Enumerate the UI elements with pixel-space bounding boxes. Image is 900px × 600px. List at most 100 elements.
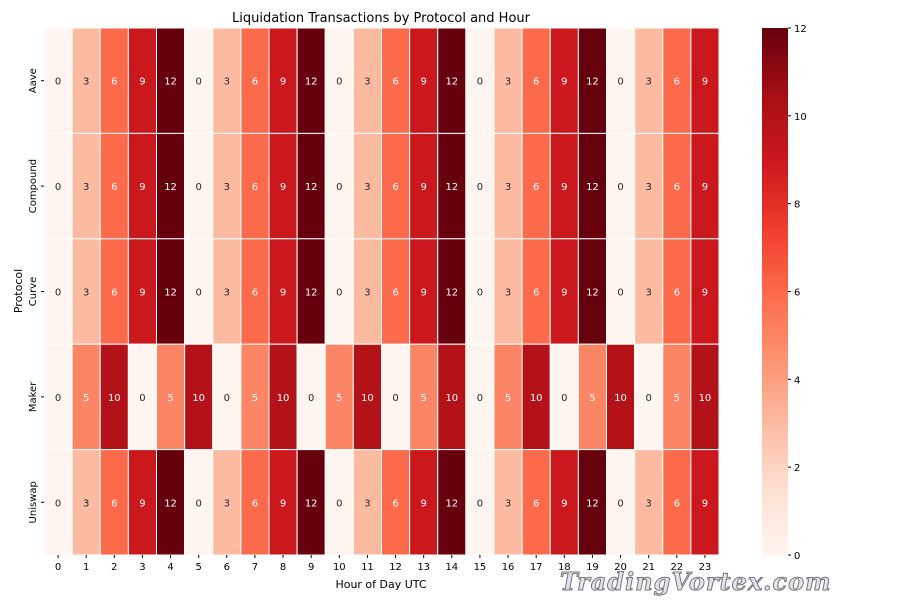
cell-label: 0 [477, 288, 483, 299]
cell-label: 3 [646, 182, 652, 193]
heatmap-cell [662, 27, 692, 134]
heatmap-cell [71, 449, 101, 556]
heatmap-cell [549, 27, 579, 134]
colorbar-segment [762, 502, 788, 509]
cell-label: 9 [702, 182, 708, 193]
x-tick-label: 21 [642, 562, 655, 573]
cell-label: 0 [617, 288, 623, 299]
y-tick-label: Uniswap [28, 481, 39, 523]
x-tick-label: 16 [502, 562, 515, 573]
colorbar-segment [762, 149, 788, 155]
cell-label: 12 [164, 77, 177, 88]
colorbar-segment [762, 370, 788, 377]
cell-label: 5 [336, 393, 342, 404]
cell-label: 3 [364, 182, 370, 193]
x-tick-label: 3 [139, 562, 145, 573]
heatmap-cell [352, 27, 382, 134]
heatmap-cell [324, 343, 354, 451]
cell-label: 5 [252, 393, 258, 404]
cell-label: 6 [111, 288, 117, 299]
cell-label: 12 [586, 498, 599, 509]
cell-label: 9 [561, 182, 567, 193]
x-tick-label: 2 [111, 562, 117, 573]
heatmap-cell [212, 238, 242, 345]
colorbar-segment [762, 481, 788, 487]
cell-label: 0 [392, 393, 398, 404]
heatmap-cell [634, 238, 664, 345]
colorbar-segment [762, 165, 788, 171]
colorbar-segment [762, 196, 788, 203]
cell-label: 0 [139, 393, 145, 404]
heatmap-cell [606, 27, 636, 134]
cell-label: 10 [192, 393, 205, 404]
heatmap-cell [127, 132, 157, 240]
cell-label: 6 [392, 77, 398, 88]
cell-label: 12 [164, 498, 177, 509]
cell-label: 9 [561, 498, 567, 509]
heatmap-cell [324, 238, 354, 345]
x-tick-label: 17 [530, 562, 543, 573]
heatmap-cell [549, 449, 579, 556]
cell-label: 3 [364, 498, 370, 509]
cell-label: 6 [111, 498, 117, 509]
heatmap-cell [99, 343, 129, 451]
cell-label: 0 [196, 498, 202, 509]
heatmap-cell [465, 449, 495, 556]
colorbar-segment [762, 122, 788, 129]
heatmap-cell [606, 132, 636, 240]
x-tick-label: 0 [55, 562, 61, 573]
heatmap-cell [606, 238, 636, 345]
colorbar-segment [762, 491, 788, 498]
colorbar-segment [762, 333, 788, 340]
colorbar-segment [762, 423, 788, 430]
colorbar-segment [762, 54, 788, 61]
heatmap-cell [71, 27, 101, 134]
heatmap-cell [493, 27, 523, 134]
cell-label: 12 [305, 77, 318, 88]
heatmap-cell [409, 449, 439, 556]
cell-label: 9 [139, 288, 145, 299]
x-tick-label: 7 [252, 562, 258, 573]
colorbar-segment [762, 323, 788, 329]
colorbar-segment [762, 59, 788, 66]
colorbar-tick-label: 10 [794, 112, 807, 123]
cell-label: 6 [252, 498, 258, 509]
cell-label: 6 [674, 182, 680, 193]
colorbar-segment [762, 254, 788, 261]
cell-label: 9 [139, 498, 145, 509]
colorbar-segment [762, 428, 788, 435]
cell-label: 0 [336, 288, 342, 299]
cell-label: 0 [477, 393, 483, 404]
cell-label: 6 [252, 288, 258, 299]
cell-label: 6 [533, 77, 539, 88]
colorbar-segment [762, 180, 788, 187]
colorbar-segment [762, 381, 788, 387]
heatmap-cell [156, 238, 186, 345]
colorbar-segment [762, 49, 788, 55]
x-tick-label: 19 [586, 562, 599, 573]
colorbar-segment [762, 107, 788, 113]
heatmap-cell [268, 343, 298, 451]
heatmap-cell [324, 449, 354, 556]
heatmap-cell [549, 238, 579, 345]
cell-label: 0 [196, 77, 202, 88]
x-tick-label: 11 [361, 562, 374, 573]
colorbar-tick-label: 12 [794, 24, 807, 35]
cell-label: 0 [646, 393, 652, 404]
x-tick-label: 1 [83, 562, 89, 573]
heatmap-cell [184, 343, 214, 451]
heatmap-cell [634, 27, 664, 134]
colorbar-segment [762, 312, 788, 319]
cell-label: 3 [364, 288, 370, 299]
colorbar-segment [762, 207, 788, 213]
colorbar-segment [762, 217, 788, 224]
colorbar-segment [762, 354, 788, 361]
cell-label: 0 [617, 182, 623, 193]
cell-label: 12 [445, 182, 458, 193]
colorbar-segment [762, 475, 788, 482]
cell-label: 12 [445, 288, 458, 299]
cell-label: 0 [561, 393, 567, 404]
heatmap-cell [43, 27, 73, 134]
x-tick-label: 20 [614, 562, 627, 573]
